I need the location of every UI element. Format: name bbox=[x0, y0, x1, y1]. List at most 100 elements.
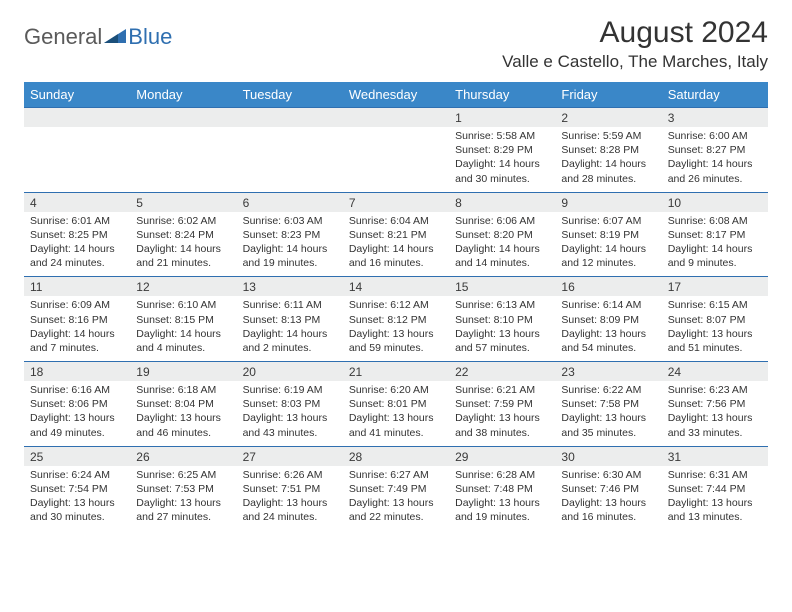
info-row: Sunrise: 6:24 AMSunset: 7:54 PMDaylight:… bbox=[24, 466, 768, 531]
date-row: 123 bbox=[24, 108, 768, 128]
sunrise-line: Sunrise: 6:25 AM bbox=[136, 468, 230, 482]
daylight-line: Daylight: 13 hours and 59 minutes. bbox=[349, 327, 443, 355]
sunset-line: Sunset: 8:29 PM bbox=[455, 143, 549, 157]
info-cell: Sunrise: 6:04 AMSunset: 8:21 PMDaylight:… bbox=[343, 212, 449, 277]
weekday-header: Saturday bbox=[662, 82, 768, 108]
date-row: 18192021222324 bbox=[24, 362, 768, 382]
info-cell bbox=[237, 127, 343, 192]
date-row: 11121314151617 bbox=[24, 277, 768, 297]
daylight-line: Daylight: 13 hours and 16 minutes. bbox=[561, 496, 655, 524]
sunset-line: Sunset: 8:25 PM bbox=[30, 228, 124, 242]
sunset-line: Sunset: 7:54 PM bbox=[30, 482, 124, 496]
daylight-line: Daylight: 13 hours and 49 minutes. bbox=[30, 411, 124, 439]
date-cell: 20 bbox=[237, 362, 343, 382]
sunrise-line: Sunrise: 6:11 AM bbox=[243, 298, 337, 312]
date-cell: 4 bbox=[24, 192, 130, 212]
sunset-line: Sunset: 7:53 PM bbox=[136, 482, 230, 496]
logo-text-1: General bbox=[24, 24, 102, 50]
sunset-line: Sunset: 8:23 PM bbox=[243, 228, 337, 242]
sunrise-line: Sunrise: 6:27 AM bbox=[349, 468, 443, 482]
sunrise-line: Sunrise: 5:59 AM bbox=[561, 129, 655, 143]
info-cell bbox=[24, 127, 130, 192]
sunset-line: Sunset: 8:28 PM bbox=[561, 143, 655, 157]
sunrise-line: Sunrise: 6:31 AM bbox=[668, 468, 762, 482]
sunrise-line: Sunrise: 6:15 AM bbox=[668, 298, 762, 312]
info-cell: Sunrise: 6:18 AMSunset: 8:04 PMDaylight:… bbox=[130, 381, 236, 446]
info-row: Sunrise: 5:58 AMSunset: 8:29 PMDaylight:… bbox=[24, 127, 768, 192]
info-row: Sunrise: 6:09 AMSunset: 8:16 PMDaylight:… bbox=[24, 296, 768, 361]
weekday-header: Wednesday bbox=[343, 82, 449, 108]
daylight-line: Daylight: 13 hours and 51 minutes. bbox=[668, 327, 762, 355]
info-cell: Sunrise: 6:07 AMSunset: 8:19 PMDaylight:… bbox=[555, 212, 661, 277]
daylight-line: Daylight: 14 hours and 26 minutes. bbox=[668, 157, 762, 185]
date-cell: 21 bbox=[343, 362, 449, 382]
info-cell: Sunrise: 6:23 AMSunset: 7:56 PMDaylight:… bbox=[662, 381, 768, 446]
sunrise-line: Sunrise: 6:07 AM bbox=[561, 214, 655, 228]
logo-triangle-icon bbox=[104, 26, 126, 49]
sunset-line: Sunset: 7:49 PM bbox=[349, 482, 443, 496]
date-cell: 10 bbox=[662, 192, 768, 212]
sunrise-line: Sunrise: 6:28 AM bbox=[455, 468, 549, 482]
date-cell: 12 bbox=[130, 277, 236, 297]
sunset-line: Sunset: 8:19 PM bbox=[561, 228, 655, 242]
info-cell: Sunrise: 6:13 AMSunset: 8:10 PMDaylight:… bbox=[449, 296, 555, 361]
sunrise-line: Sunrise: 6:23 AM bbox=[668, 383, 762, 397]
sunset-line: Sunset: 8:10 PM bbox=[455, 313, 549, 327]
info-cell: Sunrise: 6:11 AMSunset: 8:13 PMDaylight:… bbox=[237, 296, 343, 361]
sunset-line: Sunset: 8:03 PM bbox=[243, 397, 337, 411]
sunset-line: Sunset: 7:51 PM bbox=[243, 482, 337, 496]
sunset-line: Sunset: 8:24 PM bbox=[136, 228, 230, 242]
daylight-line: Daylight: 14 hours and 12 minutes. bbox=[561, 242, 655, 270]
info-cell: Sunrise: 6:02 AMSunset: 8:24 PMDaylight:… bbox=[130, 212, 236, 277]
daylight-line: Daylight: 13 hours and 30 minutes. bbox=[30, 496, 124, 524]
date-cell: 29 bbox=[449, 446, 555, 466]
date-cell: 26 bbox=[130, 446, 236, 466]
date-cell: 31 bbox=[662, 446, 768, 466]
info-cell: Sunrise: 6:25 AMSunset: 7:53 PMDaylight:… bbox=[130, 466, 236, 531]
info-row: Sunrise: 6:01 AMSunset: 8:25 PMDaylight:… bbox=[24, 212, 768, 277]
info-cell: Sunrise: 6:16 AMSunset: 8:06 PMDaylight:… bbox=[24, 381, 130, 446]
daylight-line: Daylight: 13 hours and 13 minutes. bbox=[668, 496, 762, 524]
info-cell: Sunrise: 6:09 AMSunset: 8:16 PMDaylight:… bbox=[24, 296, 130, 361]
sunset-line: Sunset: 8:04 PM bbox=[136, 397, 230, 411]
date-cell: 16 bbox=[555, 277, 661, 297]
sunrise-line: Sunrise: 6:04 AM bbox=[349, 214, 443, 228]
info-cell: Sunrise: 6:27 AMSunset: 7:49 PMDaylight:… bbox=[343, 466, 449, 531]
sunset-line: Sunset: 7:58 PM bbox=[561, 397, 655, 411]
date-cell: 17 bbox=[662, 277, 768, 297]
daylight-line: Daylight: 14 hours and 24 minutes. bbox=[30, 242, 124, 270]
date-cell: 23 bbox=[555, 362, 661, 382]
sunset-line: Sunset: 8:21 PM bbox=[349, 228, 443, 242]
logo-text-2: Blue bbox=[128, 24, 172, 50]
date-cell bbox=[24, 108, 130, 128]
sunset-line: Sunset: 7:59 PM bbox=[455, 397, 549, 411]
date-cell: 1 bbox=[449, 108, 555, 128]
info-cell: Sunrise: 6:06 AMSunset: 8:20 PMDaylight:… bbox=[449, 212, 555, 277]
date-cell: 28 bbox=[343, 446, 449, 466]
sunrise-line: Sunrise: 6:26 AM bbox=[243, 468, 337, 482]
sunset-line: Sunset: 8:12 PM bbox=[349, 313, 443, 327]
info-cell: Sunrise: 6:22 AMSunset: 7:58 PMDaylight:… bbox=[555, 381, 661, 446]
date-cell: 7 bbox=[343, 192, 449, 212]
daylight-line: Daylight: 13 hours and 27 minutes. bbox=[136, 496, 230, 524]
sunrise-line: Sunrise: 6:12 AM bbox=[349, 298, 443, 312]
sunrise-line: Sunrise: 6:13 AM bbox=[455, 298, 549, 312]
sunset-line: Sunset: 8:15 PM bbox=[136, 313, 230, 327]
sunset-line: Sunset: 7:44 PM bbox=[668, 482, 762, 496]
date-cell: 13 bbox=[237, 277, 343, 297]
sunrise-line: Sunrise: 6:30 AM bbox=[561, 468, 655, 482]
daylight-line: Daylight: 14 hours and 2 minutes. bbox=[243, 327, 337, 355]
info-cell: Sunrise: 6:21 AMSunset: 7:59 PMDaylight:… bbox=[449, 381, 555, 446]
daylight-line: Daylight: 13 hours and 19 minutes. bbox=[455, 496, 549, 524]
page-header: General Blue August 2024 Valle e Castell… bbox=[24, 16, 768, 72]
date-cell: 11 bbox=[24, 277, 130, 297]
info-cell: Sunrise: 5:59 AMSunset: 8:28 PMDaylight:… bbox=[555, 127, 661, 192]
date-cell: 6 bbox=[237, 192, 343, 212]
sunset-line: Sunset: 8:01 PM bbox=[349, 397, 443, 411]
date-cell: 15 bbox=[449, 277, 555, 297]
sunrise-line: Sunrise: 6:19 AM bbox=[243, 383, 337, 397]
date-row: 25262728293031 bbox=[24, 446, 768, 466]
sunset-line: Sunset: 8:09 PM bbox=[561, 313, 655, 327]
sunset-line: Sunset: 8:13 PM bbox=[243, 313, 337, 327]
info-cell: Sunrise: 6:08 AMSunset: 8:17 PMDaylight:… bbox=[662, 212, 768, 277]
